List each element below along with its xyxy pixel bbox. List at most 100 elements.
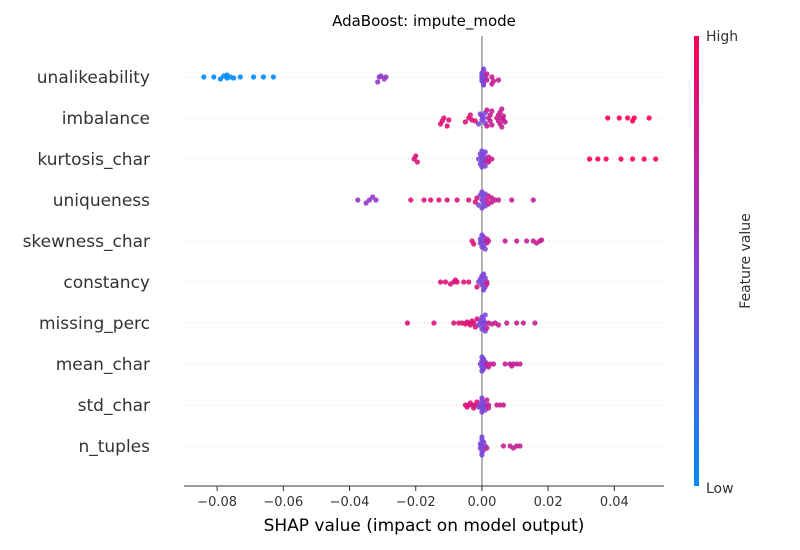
x-tick-label: −0.08 [197, 495, 237, 510]
shap-point [500, 113, 507, 119]
shap-point [484, 397, 490, 403]
shap-point [474, 284, 480, 290]
shap-point [484, 281, 490, 287]
shap-point [624, 115, 631, 121]
shap-point [482, 246, 488, 252]
shap-point [603, 156, 609, 162]
colorbar-title: Feature value [738, 213, 754, 309]
feature-label: constancy [63, 273, 150, 293]
shap-point [646, 115, 652, 121]
shap-point [482, 312, 488, 318]
shap-point [514, 320, 520, 326]
shap-point [495, 77, 502, 83]
shap-point [461, 279, 467, 285]
shap-point [480, 271, 487, 277]
shap-point [514, 238, 520, 244]
shap-point [487, 118, 493, 124]
shap-point [467, 112, 473, 118]
shap-point [484, 123, 490, 129]
shap-point [444, 123, 450, 129]
shap-point [489, 74, 495, 80]
shap-point [484, 325, 490, 331]
shap-point [484, 197, 490, 203]
shap-point [490, 361, 497, 367]
feature-label: std_char [78, 396, 150, 416]
shap-point [499, 106, 505, 112]
shap-point [586, 156, 593, 162]
feature-label: missing_perc [39, 314, 150, 334]
shap-point [421, 197, 427, 203]
shap-point [250, 74, 257, 80]
shap-point [499, 124, 505, 130]
feature-label: skewness_char [23, 232, 150, 252]
shap-point [444, 197, 450, 203]
shap-point [437, 279, 444, 285]
shap-point [532, 320, 538, 326]
shap-point [489, 108, 495, 114]
shap-point [436, 197, 442, 203]
shap-point [502, 119, 508, 125]
points-layer [201, 66, 659, 458]
shap-point [500, 402, 507, 408]
shap-point [480, 439, 487, 445]
shap-point [631, 115, 637, 121]
shap-point [595, 156, 601, 162]
shap-point [378, 73, 384, 79]
shap-point [474, 399, 480, 405]
shap-point [524, 238, 530, 244]
shap-point [370, 194, 376, 200]
shap-point [446, 117, 452, 123]
shap-point [451, 320, 457, 326]
shap-point [502, 238, 508, 244]
shap-point [476, 202, 482, 208]
shap-point [485, 405, 492, 411]
shap-point [482, 275, 488, 281]
colorbar [694, 36, 699, 486]
shap-point [231, 75, 237, 81]
shap-point [366, 197, 372, 203]
x-tick-label: 0.02 [534, 495, 563, 510]
shap-point [471, 320, 477, 326]
shap-point [484, 107, 490, 113]
shap-point [480, 66, 487, 72]
shap-point [201, 74, 207, 80]
shap-point [454, 279, 460, 285]
x-tick-label: 0.00 [467, 495, 496, 510]
x-tick-label: −0.02 [396, 495, 436, 510]
shap-point [480, 82, 487, 88]
shap-point [472, 118, 478, 124]
shap-point [462, 119, 468, 125]
shap-point [428, 197, 434, 203]
x-tick-label: −0.04 [330, 495, 370, 510]
shap-point [363, 200, 369, 206]
shap-point [260, 74, 267, 80]
shap-point [466, 279, 472, 285]
shap-point [605, 115, 611, 121]
shap-point [217, 76, 224, 82]
shap-point [474, 195, 480, 201]
shap-point [413, 153, 419, 159]
x-tick-label: 0.04 [600, 495, 629, 510]
shap-point [629, 156, 636, 162]
shap-point [517, 443, 523, 449]
shap-point [441, 115, 447, 121]
shap-point [471, 241, 477, 247]
shap-point [270, 74, 276, 80]
shap-point [237, 74, 243, 80]
shap-point [485, 238, 492, 244]
shap-point [485, 159, 492, 165]
shap-point [489, 122, 495, 128]
shap-point [466, 197, 472, 203]
feature-label: mean_char [56, 355, 150, 375]
shap-point [530, 197, 536, 203]
shap-point [476, 121, 482, 127]
colorbar-low-label: Low [706, 481, 734, 497]
shap-point [479, 395, 485, 401]
shap-point [454, 197, 460, 203]
shap-point [487, 112, 493, 118]
shap-point [504, 320, 510, 326]
shap-point [484, 77, 490, 83]
colorbar-high-label: High [706, 29, 738, 45]
shap-point [414, 159, 420, 165]
shap-point [375, 79, 381, 85]
